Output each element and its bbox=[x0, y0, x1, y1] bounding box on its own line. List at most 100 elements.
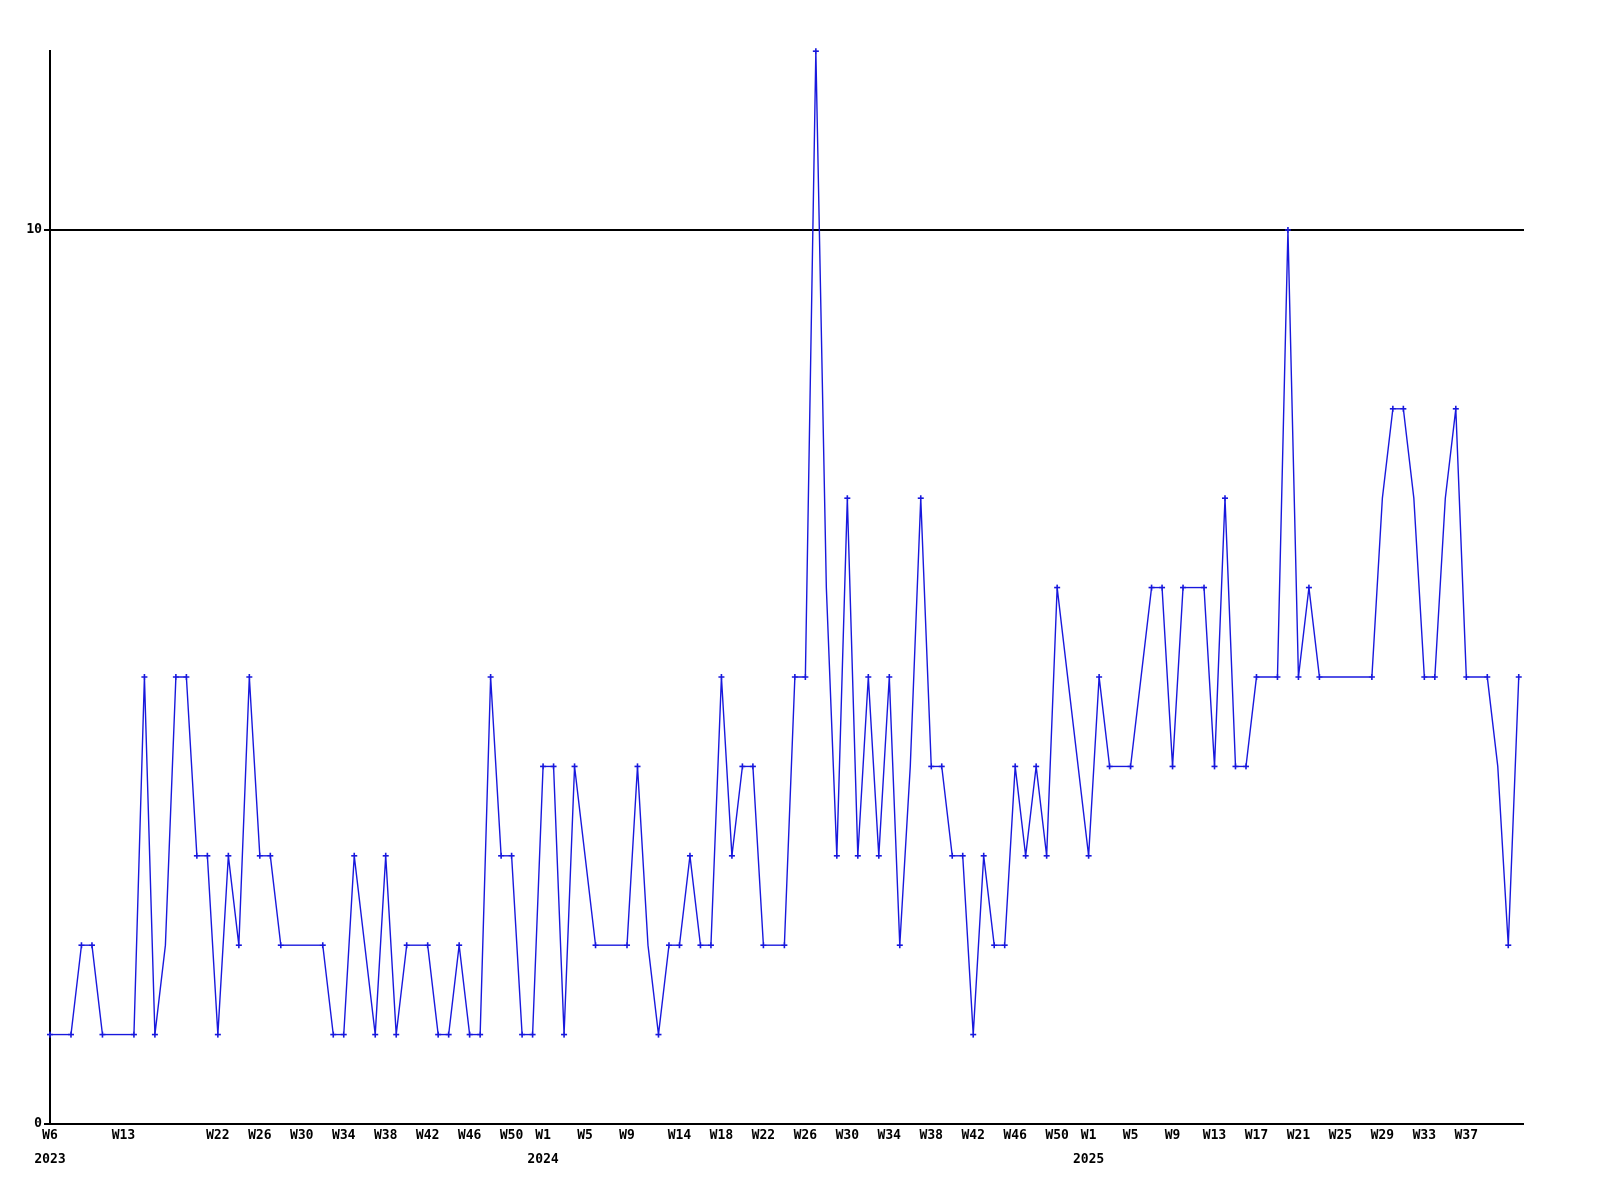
data-point-marker bbox=[435, 1031, 442, 1038]
x-axis-year-label: 2024 bbox=[527, 1152, 559, 1167]
data-point-marker bbox=[812, 48, 819, 55]
data-point-marker bbox=[67, 1031, 74, 1038]
x-tick-label: W50 bbox=[1045, 1128, 1069, 1143]
x-tick-label: W17 bbox=[1244, 1128, 1269, 1143]
x-tick-label: W42 bbox=[415, 1128, 440, 1143]
x-tick-label: W30 bbox=[290, 1128, 314, 1143]
data-point-marker bbox=[833, 852, 840, 859]
y-tick-label: 10 bbox=[26, 222, 42, 237]
data-point-marker bbox=[1515, 674, 1522, 680]
x-tick-label: W13 bbox=[111, 1128, 136, 1143]
x-tick-label: W33 bbox=[1412, 1128, 1437, 1143]
x-axis-year-label: 2023 bbox=[34, 1152, 66, 1167]
data-point-marker bbox=[498, 852, 505, 859]
data-point-marker bbox=[246, 674, 253, 680]
data-point-marker bbox=[1127, 763, 1134, 770]
data-point-marker bbox=[1452, 405, 1459, 412]
x-tick-label: W26 bbox=[793, 1128, 818, 1143]
data-point-marker bbox=[204, 852, 211, 859]
x-tick-label: W5 bbox=[1122, 1128, 1139, 1143]
x-tick-label: W25 bbox=[1328, 1128, 1353, 1143]
data-point-marker bbox=[330, 1031, 337, 1038]
data-point-marker bbox=[697, 942, 704, 949]
x-tick-label: W13 bbox=[1202, 1128, 1227, 1143]
data-point-marker bbox=[1001, 942, 1008, 949]
data-point-marker bbox=[896, 942, 903, 949]
data-point-marker bbox=[1242, 763, 1249, 770]
x-tick-label: W38 bbox=[373, 1128, 398, 1143]
x-tick-label: W30 bbox=[835, 1128, 860, 1143]
data-point-marker bbox=[277, 942, 284, 949]
data-point-marker bbox=[256, 852, 263, 859]
data-point-marker bbox=[624, 942, 631, 949]
x-tick-label: W34 bbox=[332, 1128, 356, 1143]
data-point-marker bbox=[1106, 763, 1113, 770]
data-series-group bbox=[47, 48, 1522, 1038]
data-point-marker bbox=[78, 942, 85, 949]
data-point-marker bbox=[172, 674, 179, 680]
data-point-marker bbox=[151, 1031, 158, 1038]
data-point-marker bbox=[781, 942, 788, 949]
data-point-marker bbox=[938, 763, 945, 770]
x-tick-label: W22 bbox=[751, 1128, 776, 1143]
y-tick-label: 0 bbox=[34, 1116, 42, 1131]
x-tick-label: W1 bbox=[535, 1128, 551, 1143]
data-point-marker bbox=[928, 763, 935, 770]
data-point-marker bbox=[1421, 674, 1428, 680]
data-point-marker bbox=[1505, 942, 1512, 949]
data-point-marker bbox=[634, 763, 641, 770]
x-tick-label: W34 bbox=[877, 1128, 902, 1143]
data-point-marker bbox=[130, 1031, 137, 1038]
data-point-marker bbox=[393, 1031, 400, 1038]
data-point-marker bbox=[529, 1031, 536, 1038]
data-point-marker bbox=[1159, 584, 1166, 591]
data-point-marker bbox=[791, 674, 798, 680]
data-point-marker bbox=[970, 1031, 977, 1038]
data-point-marker bbox=[141, 674, 148, 680]
data-point-marker bbox=[739, 763, 746, 770]
data-point-marker bbox=[949, 852, 956, 859]
data-point-marker bbox=[1148, 584, 1155, 591]
data-point-marker bbox=[875, 852, 882, 859]
data-point-marker bbox=[1274, 674, 1281, 680]
data-point-marker bbox=[1295, 674, 1302, 680]
x-tick-label: W1 bbox=[1080, 1128, 1097, 1143]
data-point-marker bbox=[1284, 227, 1291, 233]
x-tick-label: W42 bbox=[961, 1128, 985, 1143]
data-point-marker bbox=[676, 942, 683, 949]
x-axis-year-label: 2025 bbox=[1072, 1152, 1105, 1167]
x-tick-label: W9 bbox=[1164, 1128, 1181, 1143]
x-tick-label: W26 bbox=[248, 1128, 272, 1143]
data-point-marker bbox=[1201, 584, 1208, 591]
x-tick-label: W46 bbox=[1003, 1128, 1027, 1143]
data-point-marker bbox=[1180, 584, 1187, 591]
data-point-marker bbox=[854, 852, 861, 859]
data-point-marker bbox=[1484, 674, 1491, 680]
data-point-marker bbox=[561, 1031, 568, 1038]
data-point-marker bbox=[403, 942, 410, 949]
x-tick-label: W14 bbox=[667, 1128, 692, 1143]
data-point-marker bbox=[382, 852, 389, 859]
data-point-marker bbox=[1431, 674, 1438, 680]
data-point-marker bbox=[225, 852, 232, 859]
data-point-marker bbox=[1400, 405, 1407, 412]
data-point-marker bbox=[487, 674, 494, 680]
data-point-marker bbox=[99, 1031, 106, 1038]
data-point-marker bbox=[917, 495, 924, 502]
data-point-marker bbox=[1463, 674, 1470, 680]
data-point-marker bbox=[193, 852, 200, 859]
x-tick-label: W46 bbox=[457, 1128, 482, 1143]
x-tick-label: W21 bbox=[1286, 1128, 1311, 1143]
data-point-marker bbox=[802, 674, 809, 680]
data-point-marker bbox=[1368, 674, 1375, 680]
x-tick-label: W9 bbox=[619, 1128, 635, 1143]
data-point-marker bbox=[351, 852, 358, 859]
x-tick-label: W29 bbox=[1370, 1128, 1395, 1143]
data-point-marker bbox=[1033, 763, 1040, 770]
x-tick-label: W22 bbox=[206, 1128, 230, 1143]
data-point-marker bbox=[728, 852, 735, 859]
